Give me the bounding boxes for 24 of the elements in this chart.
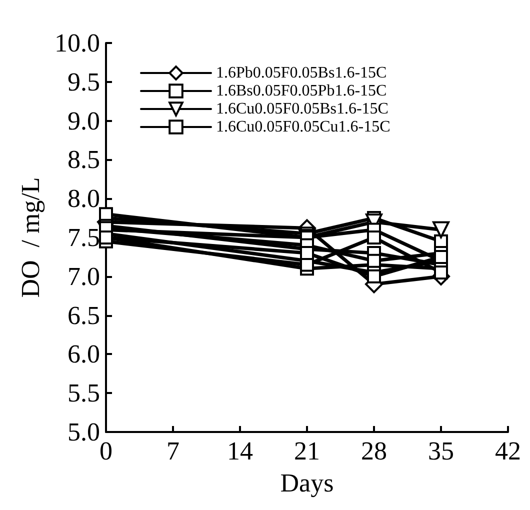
y-tick-label: 9.0 [68,106,100,136]
x-tick-label: 21 [294,436,320,466]
y-tick-label: 7.0 [68,262,100,291]
x-tick-label: 35 [428,436,454,466]
x-tick-label: 7 [166,436,180,466]
x-axis-title: Days [280,468,334,498]
y-axis-title: DO / mg/L [16,177,46,298]
legend-label: 1.6Cu0.05F0.05Cu1.6-15C [216,118,390,136]
x-tick-label: 28 [361,436,387,466]
y-tick-label: 10.0 [54,28,100,58]
x-tick-label: 0 [100,436,112,466]
y-tick-label: 7.5 [68,223,100,252]
y-tick-label: 6.5 [68,300,100,330]
x-tick-label: 42 [495,436,521,466]
y-tick-label: 5.5 [68,378,100,408]
legend-label: 1.6Pb0.05F0.05Bs1.6-15C [216,64,387,82]
x-tick-label: 14 [227,436,253,466]
y-tick-label: 9.5 [68,67,100,96]
y-tick-label: 5.0 [68,418,100,446]
y-tick-label: 8.5 [68,145,100,174]
legend-label: 1.6Cu0.05F0.05Bs1.6-15C [216,100,388,118]
legend-label: 1.6Bs0.05F0.05Pb1.6-15C [216,82,387,100]
y-tick-label: 8.0 [68,184,100,214]
y-tick-label: 6.0 [68,340,100,369]
